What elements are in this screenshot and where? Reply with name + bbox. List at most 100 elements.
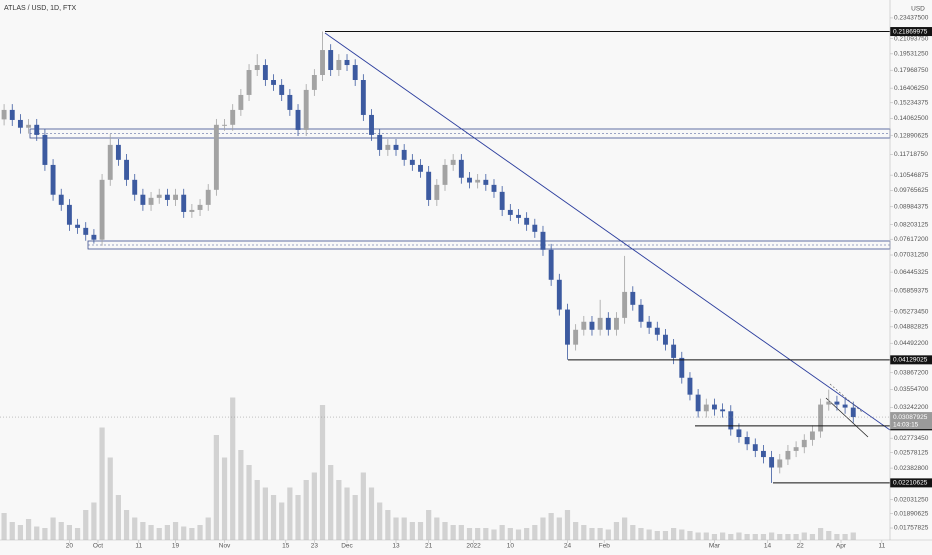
volume-bar bbox=[434, 517, 440, 540]
volume-bar bbox=[58, 522, 64, 540]
volume-bar bbox=[695, 532, 701, 540]
candle-body bbox=[687, 377, 693, 395]
candle-body bbox=[50, 164, 56, 195]
candle-body bbox=[736, 429, 742, 438]
x-tick-label: 15 bbox=[282, 543, 290, 550]
candle-body bbox=[458, 159, 464, 178]
volume-bar bbox=[736, 532, 742, 540]
volume-bar bbox=[466, 528, 473, 540]
volume-bar bbox=[515, 529, 522, 540]
volume-bar bbox=[319, 405, 326, 540]
volume-bar bbox=[189, 528, 195, 540]
candle-body bbox=[834, 401, 840, 405]
volume-bar bbox=[148, 525, 154, 540]
candle-body bbox=[164, 194, 170, 200]
candle-body bbox=[401, 149, 407, 160]
y-tick-label: 0.11718750 bbox=[894, 151, 928, 158]
candle-body bbox=[630, 291, 636, 305]
volume-bar bbox=[328, 465, 334, 540]
currency-label: USD bbox=[911, 6, 925, 13]
x-tick-label: 13 bbox=[392, 543, 400, 550]
candle-body bbox=[295, 109, 301, 130]
volume-bar bbox=[703, 532, 709, 540]
x-tick-label: 23 bbox=[311, 543, 319, 550]
candle-body bbox=[752, 444, 758, 451]
candle-body bbox=[66, 204, 72, 225]
y-tick-label: 0.10546875 bbox=[894, 172, 929, 179]
candle-body bbox=[320, 50, 325, 75]
candle-body bbox=[638, 304, 644, 322]
candle-body bbox=[107, 144, 113, 180]
volume-bar bbox=[50, 517, 56, 540]
volume-bar bbox=[42, 528, 48, 540]
candle-body bbox=[385, 144, 391, 150]
x-tick-label: 11 bbox=[135, 543, 142, 550]
candle-body bbox=[9, 109, 15, 120]
candle-body bbox=[614, 317, 619, 330]
x-tick-label: Dec bbox=[341, 543, 353, 550]
volume-bar bbox=[360, 472, 366, 540]
candle-body bbox=[254, 65, 260, 71]
volume-bar bbox=[83, 510, 89, 540]
volume-bar bbox=[442, 522, 448, 540]
candle-body bbox=[671, 344, 677, 358]
y-tick-label: 0.08203125 bbox=[894, 221, 929, 228]
x-tick-label: 20 bbox=[66, 543, 74, 550]
volume-bar bbox=[287, 487, 293, 540]
volume-pane bbox=[1, 397, 856, 540]
candle-body bbox=[524, 217, 530, 225]
volume-bar bbox=[475, 528, 481, 540]
candle-body bbox=[646, 321, 652, 328]
candle-body bbox=[124, 159, 130, 180]
candle-body bbox=[83, 227, 89, 235]
volume-bar bbox=[9, 522, 15, 540]
candle-body bbox=[663, 334, 668, 345]
price-label-box bbox=[890, 478, 932, 488]
volume-bar bbox=[638, 528, 644, 540]
overlay: 0.23437500 0.21093750 0.19531250 0.17968750… bbox=[0, 15, 932, 550]
candle-body bbox=[360, 80, 366, 115]
candle-body bbox=[393, 144, 399, 150]
x-tick-label: Nov bbox=[219, 543, 231, 550]
candle-body bbox=[91, 234, 97, 240]
candle-body bbox=[377, 134, 383, 150]
volume-bar bbox=[687, 531, 693, 540]
candle-body bbox=[826, 401, 832, 405]
candle-body bbox=[1, 109, 7, 120]
candle-body bbox=[703, 404, 709, 412]
chart-title: ATLAS / USD, 1D, FTX bbox=[4, 5, 77, 12]
volume-bar bbox=[850, 532, 856, 540]
volume-bar bbox=[622, 517, 628, 540]
volume-bar bbox=[164, 525, 170, 540]
x-tick-label: 2022 bbox=[466, 543, 481, 550]
candle-body bbox=[785, 450, 791, 460]
volume-bar bbox=[205, 517, 211, 540]
candle-body bbox=[777, 459, 783, 468]
candle-body bbox=[238, 94, 244, 110]
volume-bar bbox=[801, 532, 807, 540]
volume-bar bbox=[752, 534, 758, 540]
price-label-box bbox=[890, 355, 932, 365]
candle-body bbox=[475, 179, 481, 183]
volume-bar bbox=[262, 487, 268, 540]
volume-bar bbox=[589, 528, 595, 540]
y-tick-label: 0.02578125 bbox=[894, 449, 929, 456]
volume-bar bbox=[377, 502, 383, 540]
y-tick-label: 0.17968750 bbox=[894, 67, 929, 74]
price-label: 0.21869975 bbox=[893, 28, 928, 35]
volume-bar bbox=[711, 534, 718, 540]
x-tick-label: 24 bbox=[564, 543, 572, 550]
volume-bar bbox=[573, 522, 579, 540]
candle-body bbox=[483, 179, 489, 185]
candle-body bbox=[279, 84, 285, 95]
candle-body bbox=[573, 329, 579, 345]
candle-body bbox=[491, 184, 497, 192]
y-tick-label: 0.14062500 bbox=[894, 115, 929, 122]
y-tick-label: 0.16406250 bbox=[894, 85, 929, 92]
candle-body bbox=[352, 65, 358, 81]
y-tick-label: 0.09765625 bbox=[894, 187, 929, 194]
volume-bar bbox=[426, 510, 432, 540]
candle-body bbox=[605, 317, 611, 330]
volume-bar bbox=[172, 522, 179, 540]
